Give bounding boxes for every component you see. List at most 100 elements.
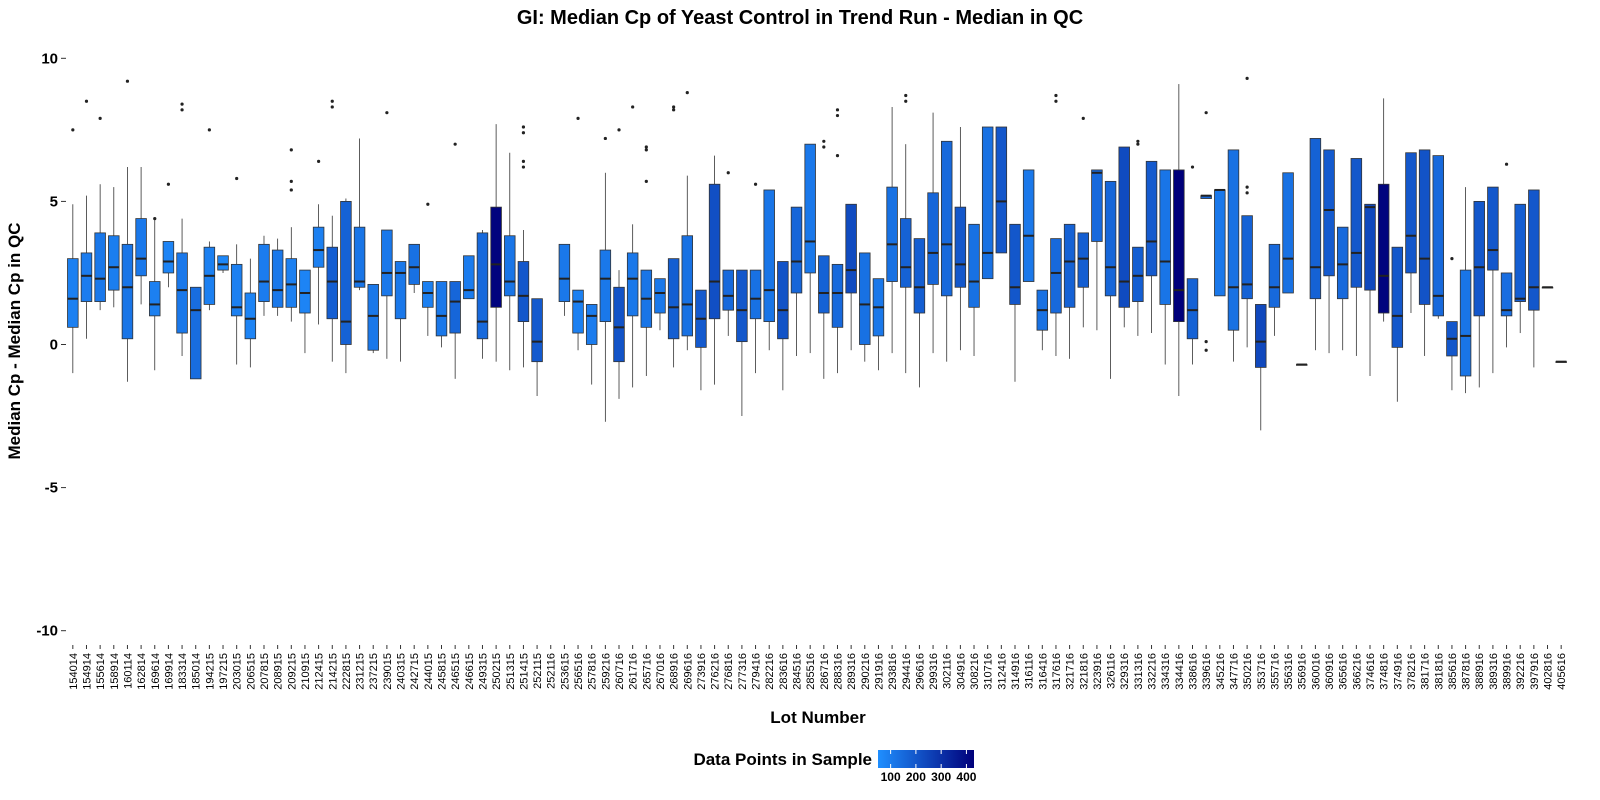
box-body	[1159, 169, 1171, 305]
box-body	[954, 206, 967, 288]
box-154014	[67, 128, 79, 374]
x-tick-label: 366216	[1351, 653, 1363, 690]
x-tick-label: 245815	[437, 653, 449, 690]
box-246515	[449, 142, 461, 379]
x-tick-label: 314916	[1010, 653, 1022, 690]
outlier-point	[1245, 191, 1249, 195]
x-tick-label: 244015	[423, 653, 435, 690]
box-314916	[1009, 223, 1021, 382]
x-tick-label: 296616	[914, 653, 926, 690]
x-tick-label: 252116	[546, 653, 558, 689]
x-tick-label: 251415	[518, 653, 530, 690]
box-310716	[981, 126, 994, 280]
x-tick-label: 252115	[532, 653, 544, 689]
outlier-point	[904, 99, 908, 103]
outlier-point	[1081, 116, 1085, 121]
box-308216	[968, 223, 980, 356]
box-body	[381, 229, 393, 297]
outlier-point	[726, 171, 730, 175]
x-tick-label: 284516	[792, 653, 804, 690]
x-tick-label: 208915	[273, 653, 285, 690]
x-tick-label: 381716	[1420, 653, 1432, 690]
box-160114	[121, 79, 134, 382]
box-183314	[176, 102, 188, 356]
box-374616	[1364, 203, 1376, 376]
box-321816	[1077, 116, 1089, 328]
box-body	[244, 292, 257, 340]
box-body	[968, 223, 980, 308]
x-tick-label: 261716	[628, 653, 640, 690]
x-tick-label: 355716	[1269, 653, 1281, 690]
box-plot-series	[67, 76, 1567, 431]
box-256516	[572, 116, 584, 351]
x-tick-label: 294416	[901, 653, 913, 690]
box-353716	[1255, 304, 1267, 431]
y-axis: 10 5 0 -5 -10	[36, 50, 66, 640]
box-body	[149, 281, 161, 317]
box-body	[1022, 169, 1035, 282]
box-203015	[230, 176, 243, 365]
outlier-point	[672, 105, 676, 109]
x-tick-label: 209215	[286, 653, 298, 690]
box-212415	[312, 159, 325, 325]
x-tick-label: 210915	[300, 653, 312, 690]
box-259216	[599, 136, 612, 422]
outlier-point	[576, 116, 580, 121]
x-tick-label: 260716	[614, 653, 626, 690]
outlier-point	[904, 93, 908, 98]
x-tick-label: 185014	[191, 653, 203, 690]
box-body	[831, 263, 844, 328]
box-237215	[367, 283, 379, 354]
box-body	[230, 263, 243, 317]
x-tick-label: 203015	[232, 653, 244, 690]
box-257816	[585, 304, 598, 385]
x-tick-label: 286716	[819, 653, 831, 690]
box-155614	[94, 116, 106, 311]
box-273916	[695, 289, 707, 391]
outlier-point	[207, 128, 211, 132]
y-axis-title: Median Cp - Median Cp in QC	[5, 222, 24, 459]
box-251415	[517, 125, 530, 368]
box-body	[463, 255, 475, 300]
box-381816	[1432, 155, 1445, 319]
box-208915	[271, 238, 284, 316]
x-tick-label: 158914	[109, 653, 121, 690]
outlier-point	[180, 102, 184, 106]
box-body	[1132, 246, 1144, 302]
box-392216	[1514, 203, 1526, 334]
x-tick-label: 385616	[1447, 653, 1459, 690]
box-body	[1364, 203, 1376, 291]
legend-tick-label: 400	[956, 770, 976, 784]
outlier-point	[1204, 340, 1208, 344]
box-356916	[1296, 363, 1308, 366]
y-tick-label: -5	[45, 480, 58, 497]
box-326116	[1104, 180, 1117, 379]
x-tick-label: 222815	[341, 653, 353, 690]
box-169614	[149, 216, 161, 371]
box-body	[777, 261, 789, 340]
box-body	[1173, 169, 1185, 323]
box-289316	[845, 203, 857, 351]
x-tick-label: 259216	[600, 653, 612, 690]
x-tick-label: 405616	[1556, 653, 1568, 690]
box-body	[299, 269, 311, 314]
x-tick-label: 162814	[136, 653, 148, 690]
legend-colorbar	[878, 750, 974, 768]
outlier-point	[521, 125, 526, 129]
box-body	[1227, 149, 1240, 331]
box-285516	[804, 143, 816, 354]
x-tick-label: 329316	[1119, 653, 1131, 690]
box-body	[367, 283, 379, 351]
box-277316	[736, 269, 748, 417]
box-253615	[558, 243, 571, 316]
outlier-point	[153, 216, 157, 221]
outlier-point	[1054, 93, 1058, 98]
box-body	[818, 255, 830, 314]
box-291916	[872, 278, 885, 371]
x-tick-label: 381816	[1433, 653, 1445, 690]
box-body	[599, 249, 612, 323]
box-body	[80, 252, 93, 302]
box-body	[1514, 203, 1526, 302]
box-251315	[504, 152, 516, 371]
x-tick-label: 321716	[1065, 653, 1077, 690]
